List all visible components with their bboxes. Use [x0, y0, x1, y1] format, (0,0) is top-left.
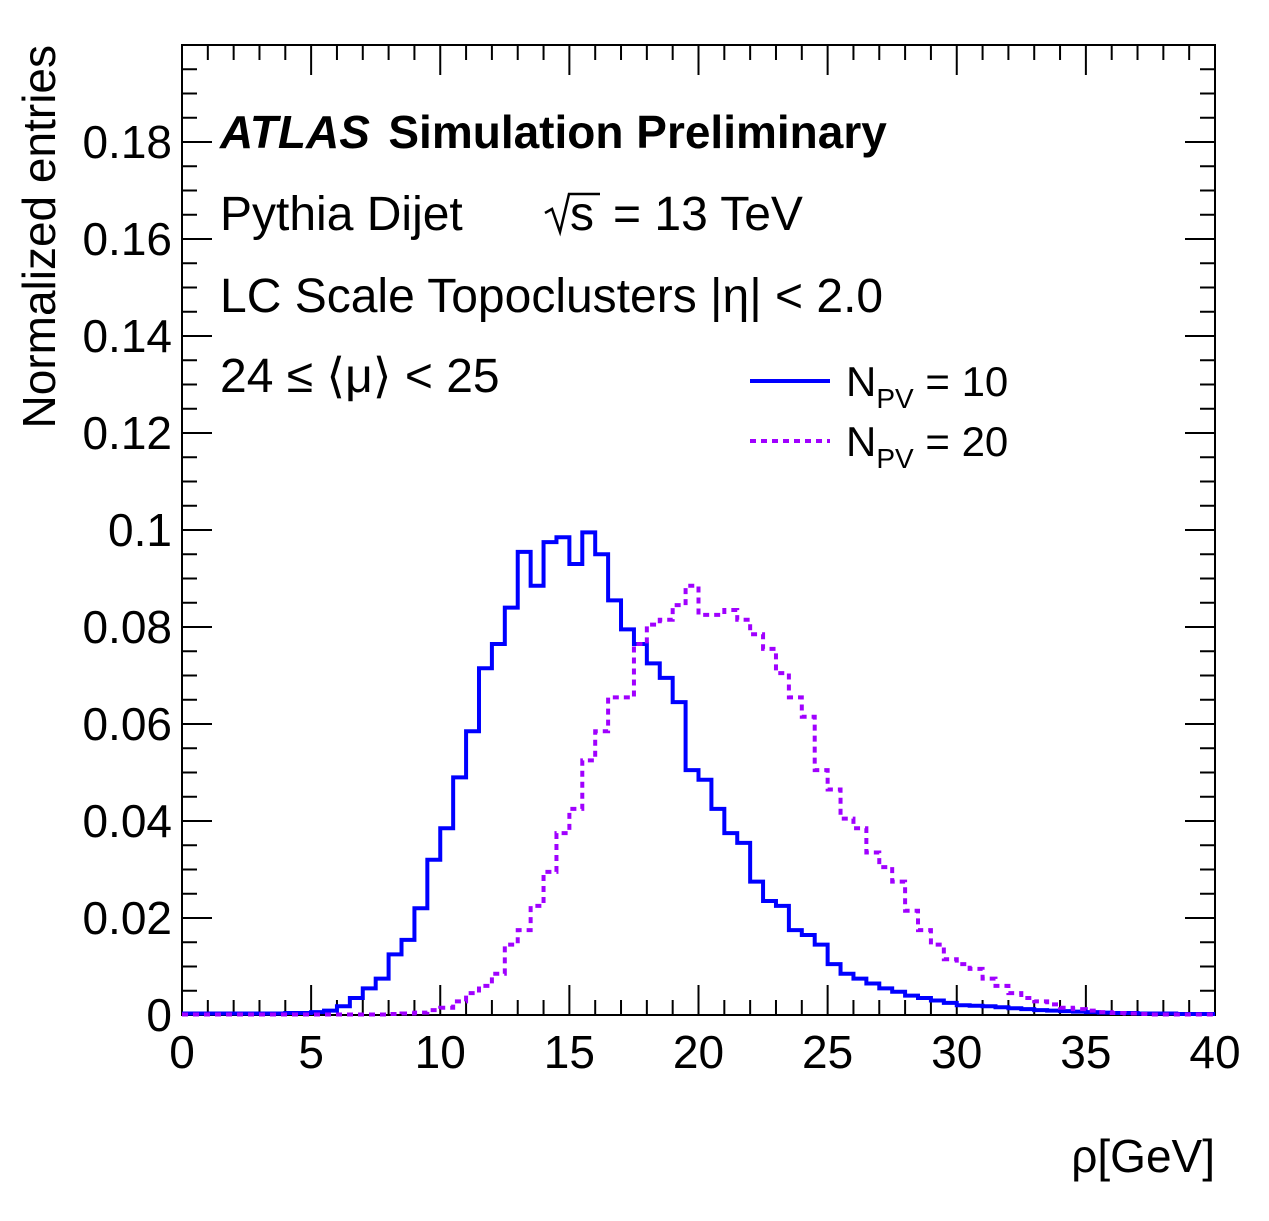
y-tick-label: 0.12 — [82, 407, 172, 459]
legend-label-npv20: NPV = 20 — [846, 418, 1008, 474]
mu-range-label: 24 ≤ ⟨μ⟩ < 25 — [220, 350, 500, 403]
energy-label: = 13 TeV — [613, 188, 803, 241]
series-npv10-line — [182, 530, 1215, 1017]
y-tick-label: 0.1 — [108, 504, 172, 556]
selection-label: LC Scale Topoclusters |η| < 2.0 — [220, 270, 883, 323]
y-tick-label: 0.08 — [82, 601, 172, 653]
y-tick-labels: 0 0.02 0.04 0.06 0.08 0.1 0.12 0.14 0.16 0.18 — [82, 116, 172, 1041]
y-tick-label: 0.06 — [82, 698, 172, 750]
x-tick-labels: 0 5 10 15 20 25 30 35 40 — [169, 1026, 1240, 1078]
sqrt-symbol — [544, 192, 600, 237]
y-axis-title: Normalized entries — [13, 45, 65, 428]
legend-n-symbol: N — [846, 418, 876, 465]
y-tick-label: 0.18 — [82, 116, 172, 168]
y-tick-label: 0.02 — [82, 892, 172, 944]
experiment-label: ATLAS — [219, 106, 370, 158]
x-tick-label: 20 — [673, 1026, 724, 1078]
legend: NPV = 10 NPV = 20 — [750, 358, 1008, 474]
series-npv20-line — [182, 583, 1215, 1017]
x-tick-label: 10 — [415, 1026, 466, 1078]
legend-label-npv10: NPV = 10 — [846, 358, 1008, 414]
x-axis-title: ρ[GeV] — [1071, 1130, 1215, 1182]
axis-ticks — [181, 44, 1216, 1016]
y-tick-label: 0.14 — [82, 310, 172, 362]
legend-n-symbol: N — [846, 358, 876, 405]
sqrt-s-label: s — [570, 188, 594, 241]
series-layer — [182, 530, 1215, 1017]
status-label: Simulation Preliminary — [388, 106, 887, 158]
x-tick-label: 15 — [544, 1026, 595, 1078]
generator-label: Pythia Dijet — [220, 188, 463, 241]
y-tick-label: 0.04 — [82, 795, 172, 847]
x-tick-label: 40 — [1189, 1026, 1240, 1078]
y-tick-label: 0 — [146, 989, 172, 1041]
x-tick-label: 25 — [802, 1026, 853, 1078]
legend-subscript: PV — [876, 443, 914, 474]
y-tick-label: 0.16 — [82, 213, 172, 265]
legend-value: = 20 — [914, 418, 1009, 465]
x-tick-label: 30 — [931, 1026, 982, 1078]
x-tick-label: 0 — [169, 1026, 195, 1078]
atlas-label: ATLAS Simulation Preliminary — [219, 106, 887, 158]
x-tick-label: 35 — [1060, 1026, 1111, 1078]
x-tick-label: 5 — [298, 1026, 324, 1078]
legend-subscript: PV — [876, 383, 914, 414]
legend-value: = 10 — [914, 358, 1009, 405]
